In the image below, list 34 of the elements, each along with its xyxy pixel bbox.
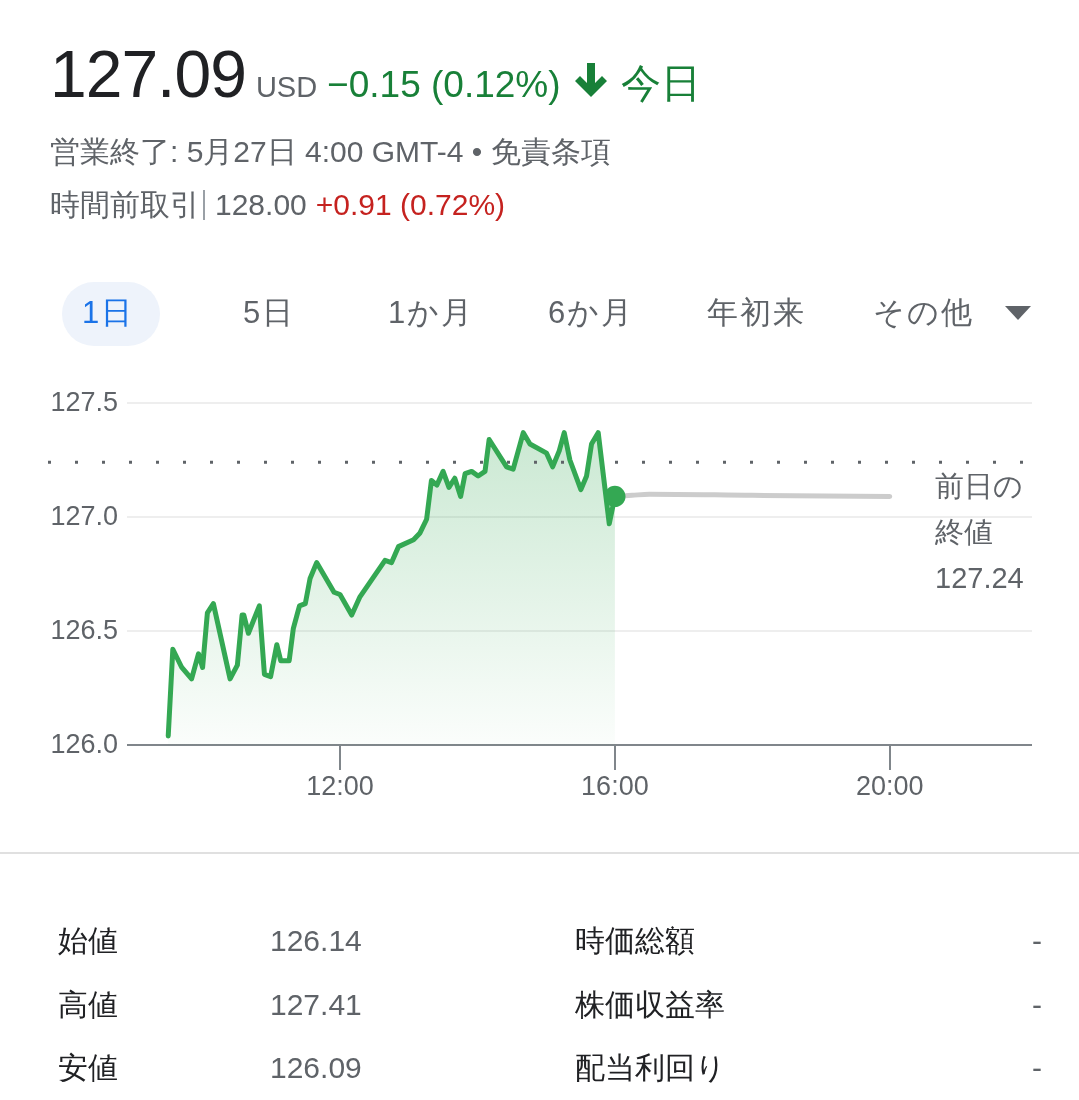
text: 株価収益率 <box>575 987 725 1023</box>
text: 127.41 <box>270 987 362 1023</box>
text: 1日 <box>82 295 135 331</box>
x-tick-label: 20:00 <box>855 771 924 801</box>
text: 始値 <box>58 923 118 959</box>
text: その他 <box>873 295 974 331</box>
text: 安値 <box>58 1050 118 1086</box>
text: 5日 <box>243 295 296 331</box>
text: - <box>1032 923 1042 959</box>
text: +0.91 (0.72%) <box>315 188 506 222</box>
y-tick-label: 126.5 <box>50 615 118 645</box>
text: 1か月 <box>388 295 475 331</box>
text: −0.15 (0.12%) <box>327 64 561 106</box>
chart-title: 127.09 <box>50 37 246 111</box>
text: USD <box>255 71 318 104</box>
text: 時間前取引 <box>50 188 200 222</box>
text: 年初来 <box>707 295 806 331</box>
text: 時価総額 <box>575 923 695 959</box>
chart-subtitle: 営業終了: 5月27日 4:00 GMT-4 • 免責条項 <box>50 135 611 169</box>
text: 126.14 <box>270 923 362 959</box>
text: 126.09 <box>270 1050 362 1086</box>
text: - <box>1032 1050 1042 1086</box>
text: 配当利回り <box>575 1050 726 1086</box>
ref-line-label: 前日の終値 127.24 <box>934 470 1024 595</box>
y-tick-label: 127.0 <box>50 501 118 531</box>
y-tick-label: 126.0 <box>50 729 118 759</box>
x-tick-label: 12:00 <box>306 771 374 801</box>
text: 高値 <box>58 987 118 1023</box>
x-tick-label: 16:00 <box>581 771 649 801</box>
text: 128.00 <box>215 188 307 222</box>
text: - <box>1032 987 1042 1023</box>
text: 今日 <box>620 60 701 107</box>
text: 6か月 <box>548 295 635 331</box>
y-tick-label: 127.5 <box>50 387 118 417</box>
